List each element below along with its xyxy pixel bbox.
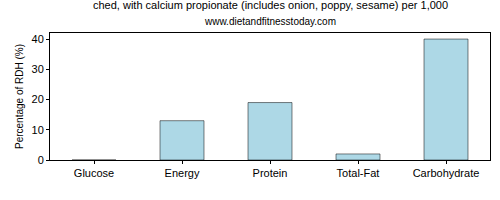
svg-text:Total-Fat: Total-Fat [337,167,380,179]
svg-text:10: 10 [32,124,44,136]
svg-text:40: 40 [32,33,44,45]
svg-text:Percentage of RDH (%): Percentage of RDH (%) [14,44,25,149]
svg-text:Carbohydrate: Carbohydrate [413,167,480,179]
svg-text:Energy: Energy [165,167,200,179]
svg-text:www.dietandfitnesstoday.com: www.dietandfitnesstoday.com [204,16,336,27]
svg-text:ched, with calcium propionate: ched, with calcium propionate (includes … [93,0,448,11]
svg-text:Glucose: Glucose [74,167,114,179]
svg-text:30: 30 [32,63,44,75]
svg-text:20: 20 [32,93,44,105]
svg-text:Protein: Protein [253,167,288,179]
svg-text:0: 0 [38,154,44,166]
